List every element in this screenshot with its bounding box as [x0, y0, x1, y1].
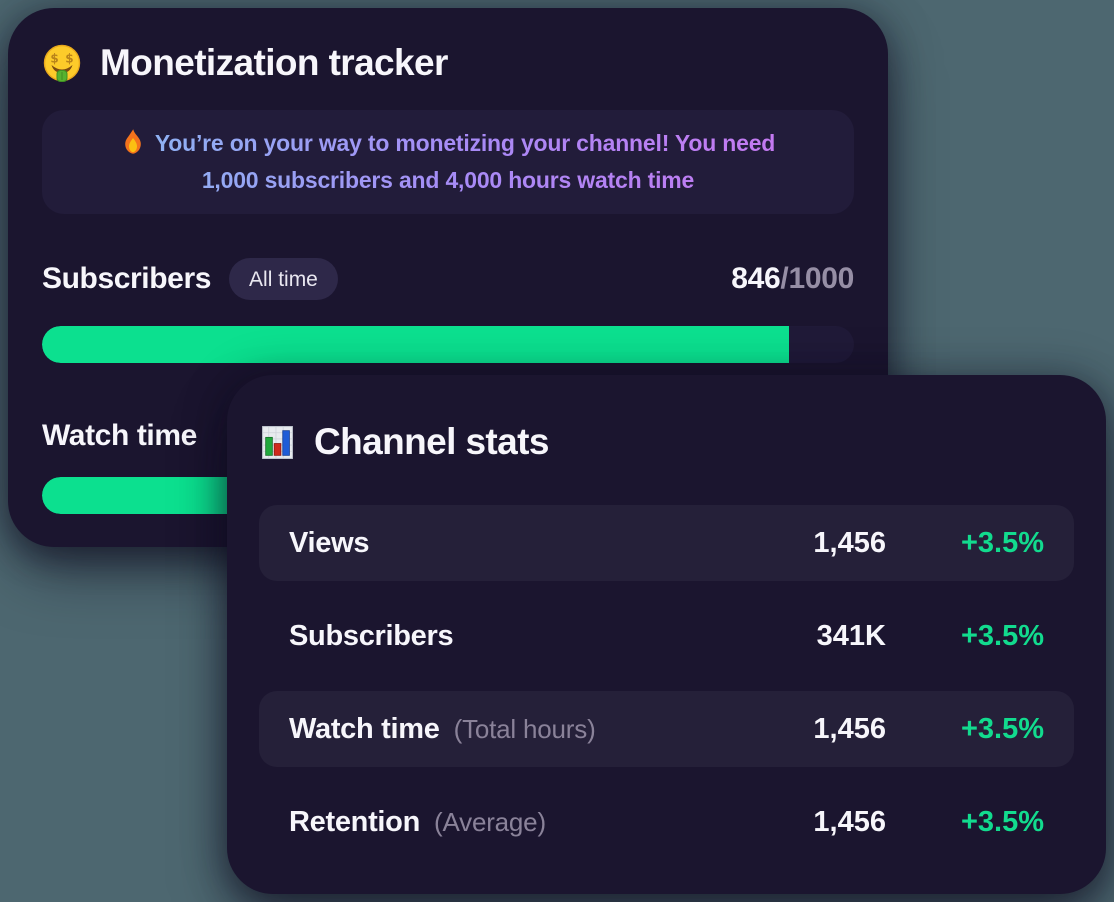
stat-label: Watch time — [289, 712, 440, 745]
banner-line1: You’re on your way to monetizing your ch… — [154, 130, 776, 156]
banner-text: You’re on your way to monetizing your ch… — [121, 125, 775, 199]
stat-value: 1,456 — [813, 526, 886, 559]
stat-sublabel: (Total hours) — [453, 713, 596, 744]
stat-delta: +3.5% — [960, 805, 1044, 838]
subscribers-counter: 846/1000 — [731, 262, 854, 296]
bar-chart-icon — [262, 425, 293, 459]
channel-stats-card: Channel stats Views 1,456 +3.5% Subscrib… — [227, 375, 1106, 894]
subscribers-target: /1000 — [780, 262, 854, 295]
stats-row-watch-time: Watch time (Total hours) 1,456 +3.5% — [259, 691, 1074, 767]
stat-delta: +3.5% — [960, 526, 1044, 559]
stat-value: 341K — [816, 619, 886, 652]
money-mouth-icon: $ $ — [43, 44, 81, 82]
monetization-header: $ $ Monetization tracker — [42, 42, 854, 84]
stats-row-subscribers: Subscribers 341K +3.5% — [259, 598, 1074, 674]
subscribers-metric-row: Subscribers All time 846/1000 — [42, 256, 854, 302]
all-time-filter-pill[interactable]: All time — [229, 258, 338, 300]
stats-rows: Views 1,456 +3.5% Subscribers 341K +3.5%… — [259, 505, 1074, 860]
svg-text:$: $ — [50, 52, 58, 66]
banner-line2: 1,000 subscribers and 4,000 hours watch … — [201, 167, 695, 193]
subscribers-progress-fill — [42, 326, 790, 363]
svg-text:$: $ — [65, 52, 73, 66]
stat-value: 1,456 — [813, 712, 886, 745]
stats-row-views: Views 1,456 +3.5% — [259, 505, 1074, 581]
stat-sublabel: (Average) — [434, 806, 546, 837]
subscribers-current: 846 — [731, 262, 781, 295]
stat-label: Retention — [289, 805, 421, 838]
monetization-banner: You’re on your way to monetizing your ch… — [42, 110, 854, 214]
stats-row-retention: Retention (Average) 1,456 +3.5% — [259, 784, 1074, 860]
channel-stats-title: Channel stats — [314, 421, 549, 462]
fire-icon — [125, 129, 141, 154]
stat-value: 1,456 — [813, 805, 886, 838]
stat-label: Subscribers — [289, 619, 454, 652]
stat-delta: +3.5% — [960, 619, 1044, 652]
subscribers-label: Subscribers — [42, 262, 212, 295]
subscribers-progress-track — [42, 326, 854, 363]
stat-delta: +3.5% — [960, 712, 1044, 745]
watch-time-label: Watch time — [42, 419, 197, 452]
stat-label: Views — [289, 526, 370, 559]
monetization-title: Monetization tracker — [100, 42, 448, 83]
channel-stats-header: Channel stats — [259, 421, 1074, 463]
